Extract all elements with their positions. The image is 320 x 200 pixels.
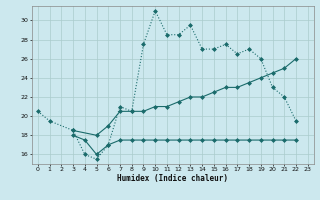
X-axis label: Humidex (Indice chaleur): Humidex (Indice chaleur) — [117, 174, 228, 183]
